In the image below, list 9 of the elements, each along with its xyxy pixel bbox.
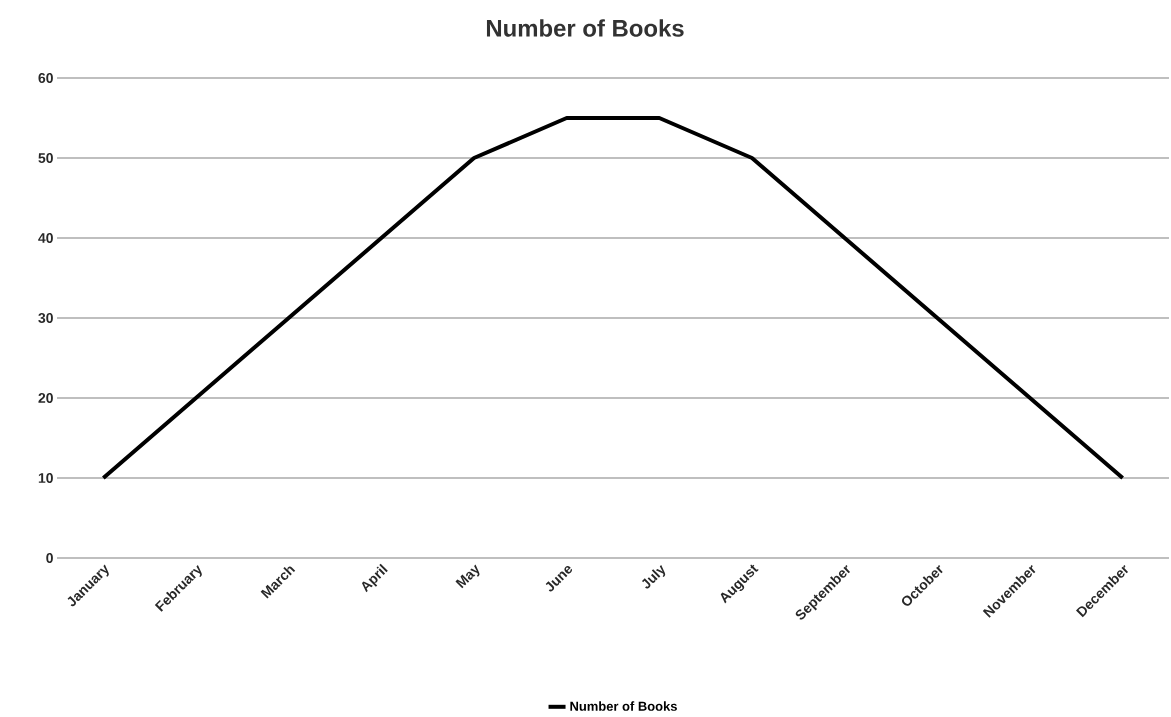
y-tick-label: 60 — [38, 73, 53, 83]
y-tick-label: 0 — [46, 553, 53, 563]
y-tick-label: 30 — [38, 313, 53, 323]
y-tick-label: 40 — [38, 233, 53, 243]
chart-title: Number of Books — [486, 19, 684, 37]
y-tick-label: 20 — [38, 393, 53, 403]
legend-label: Number of Books — [570, 701, 677, 711]
y-tick-label: 10 — [38, 473, 53, 483]
y-tick-label: 50 — [38, 153, 53, 163]
